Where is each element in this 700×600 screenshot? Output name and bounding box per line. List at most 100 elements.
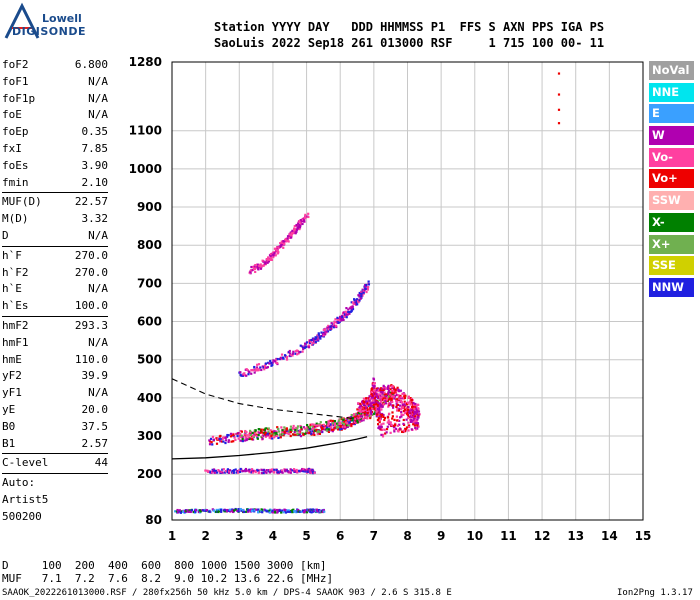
echo-point	[376, 404, 379, 407]
echo-point	[268, 434, 272, 437]
echo-point	[557, 93, 561, 96]
echo-point	[239, 433, 242, 436]
echo-point	[388, 395, 392, 398]
echo-point	[299, 424, 302, 428]
echo-point	[347, 310, 350, 314]
echo-point	[308, 427, 312, 430]
echo-point	[370, 388, 373, 391]
echo-point	[274, 360, 277, 363]
echo-point	[313, 433, 316, 437]
echo-point	[210, 441, 213, 444]
echo-point	[325, 428, 328, 431]
echo-point	[337, 321, 340, 324]
echo-point	[335, 426, 339, 429]
echo-point	[306, 426, 309, 429]
echo-point	[343, 313, 346, 316]
echo-point	[395, 419, 399, 422]
echo-point	[249, 470, 253, 473]
echo-point	[351, 301, 355, 304]
echo-point	[416, 427, 419, 430]
echo-point	[188, 509, 191, 512]
param-value: 39.9	[81, 369, 109, 383]
param-key: foEp	[2, 125, 29, 139]
echo-point	[216, 471, 219, 474]
echo-point	[249, 434, 252, 437]
param-value: 2.10	[81, 175, 109, 189]
echo-point	[361, 413, 364, 416]
echo-point	[372, 403, 375, 406]
echo-point	[208, 510, 211, 513]
echo-point	[289, 430, 292, 434]
echo-point	[364, 283, 367, 287]
echo-point	[307, 428, 310, 431]
echo-point	[390, 395, 393, 398]
echo-point	[305, 341, 309, 344]
echo-point	[318, 432, 322, 435]
echo-point	[383, 388, 386, 391]
echo-point	[370, 390, 373, 394]
echo-point	[386, 425, 389, 428]
echo-point	[325, 421, 328, 424]
y-tick-label: 300	[137, 429, 162, 443]
echo-point	[358, 291, 361, 295]
echo-point	[326, 330, 330, 333]
echo-point	[324, 327, 327, 330]
param-key: foEs	[2, 158, 29, 172]
param-key: h`F	[2, 248, 22, 262]
param-row: C-level 44	[2, 455, 108, 472]
echo-point	[368, 397, 372, 400]
echo-point	[301, 222, 304, 226]
echo-point	[271, 511, 274, 514]
param-value: 270.0	[74, 248, 108, 262]
echo-point	[333, 420, 337, 423]
echo-point	[255, 434, 259, 437]
echo-point	[384, 432, 387, 435]
echo-point	[392, 426, 396, 429]
echo-point	[294, 352, 297, 355]
echo-point	[397, 394, 400, 397]
echo-point	[404, 404, 407, 407]
echo-point	[396, 409, 399, 412]
echo-point	[413, 411, 416, 414]
echo-point	[366, 400, 369, 403]
echo-point	[377, 402, 381, 405]
echo-point	[273, 471, 276, 474]
echo-point	[183, 510, 187, 513]
echo-point	[289, 468, 292, 471]
echo-point	[254, 369, 258, 372]
echo-point	[279, 356, 282, 360]
echo-point	[271, 431, 274, 435]
echo-point	[316, 510, 319, 513]
echo-point	[257, 508, 260, 511]
echo-point	[199, 510, 202, 513]
echo-point	[322, 509, 325, 512]
param-row: h`F2 270.0	[2, 265, 108, 282]
echo-point	[250, 369, 253, 372]
echo-point	[212, 509, 215, 512]
echo-point	[270, 430, 273, 433]
echo-point	[263, 508, 266, 511]
echo-point	[311, 338, 314, 342]
echo-point	[342, 427, 345, 430]
echo-point	[275, 469, 278, 472]
echo-point	[372, 377, 375, 380]
echo-point	[350, 423, 353, 427]
echo-point	[412, 413, 415, 416]
param-value: 3.32	[81, 212, 109, 226]
echo-point	[343, 315, 346, 318]
echo-point	[390, 397, 393, 400]
echo-point	[261, 435, 264, 438]
echo-point	[263, 433, 266, 436]
echo-point	[274, 430, 277, 433]
echo-point	[356, 303, 359, 306]
echo-point	[255, 367, 258, 370]
echo-point	[410, 418, 413, 422]
echo-point	[391, 385, 394, 388]
echo-point	[373, 390, 376, 393]
echo-point	[416, 410, 419, 414]
echo-point	[333, 321, 336, 324]
echo-point	[301, 218, 304, 221]
echo-point	[399, 404, 402, 407]
echo-point	[396, 429, 399, 432]
echo-point	[353, 298, 356, 301]
